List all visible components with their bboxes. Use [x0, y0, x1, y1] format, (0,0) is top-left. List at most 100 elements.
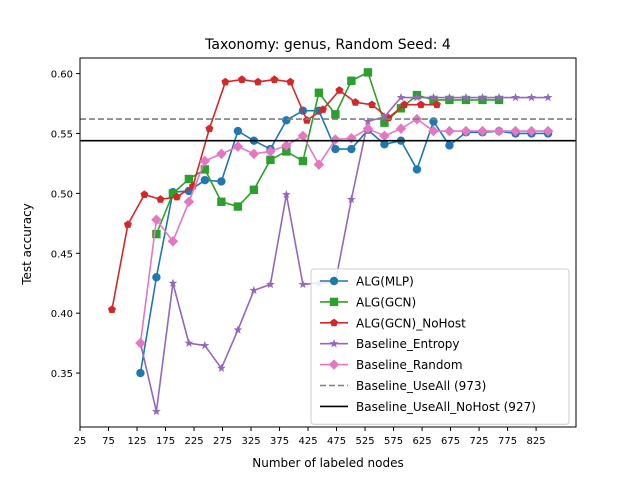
data-point [248, 148, 260, 160]
x-axis-label: Number of labeled nodes [252, 456, 403, 470]
data-point [445, 92, 454, 102]
data-point [351, 98, 360, 106]
data-point [233, 126, 243, 136]
data-point [249, 185, 259, 194]
data-point [152, 406, 161, 416]
data-point [233, 202, 243, 211]
data-point [335, 86, 344, 94]
data-point [216, 148, 227, 160]
data-point [432, 100, 441, 109]
data-point [298, 156, 308, 166]
data-point [151, 214, 162, 225]
data-point [379, 130, 390, 142]
data-point [380, 140, 389, 149]
legend-label: Baseline_UseAll_NoHost (927) [356, 400, 536, 414]
x-tick-label: 675 [441, 436, 460, 447]
legend-label: Baseline_UseAll (973) [356, 379, 486, 393]
legend-marker [328, 359, 340, 370]
series-1 [152, 68, 504, 239]
data-point [445, 95, 454, 105]
x-tick-label: 775 [498, 436, 517, 447]
data-point [429, 95, 438, 105]
data-point [298, 279, 308, 289]
data-point [363, 116, 373, 126]
data-point [527, 92, 536, 102]
data-point [314, 88, 324, 97]
data-point [494, 92, 504, 102]
x-tick-label: 125 [127, 436, 146, 447]
data-point [347, 144, 356, 154]
legend-marker [329, 339, 339, 348]
data-point [200, 165, 210, 174]
y-tick-label: 0.35 [51, 369, 73, 380]
data-point [318, 105, 327, 113]
data-point [461, 92, 471, 102]
data-point [167, 236, 179, 247]
x-tick-label: 225 [184, 436, 203, 447]
x-tick-label: 575 [384, 436, 403, 447]
x-tick-label: 425 [298, 436, 317, 447]
data-point [216, 363, 226, 373]
data-point [140, 190, 149, 198]
data-point [217, 197, 226, 206]
data-point [152, 273, 161, 282]
data-point [313, 159, 325, 170]
data-point [152, 229, 161, 239]
data-point [286, 77, 295, 86]
data-point [253, 77, 262, 86]
data-point [367, 100, 376, 109]
data-point [281, 140, 292, 151]
data-point [380, 112, 389, 121]
data-point [200, 340, 210, 350]
x-tick-label: 475 [327, 436, 346, 447]
data-point [493, 125, 505, 137]
data-point [510, 125, 521, 137]
legend-marker [329, 276, 339, 286]
y-tick-label: 0.40 [51, 309, 73, 320]
data-point [428, 125, 439, 137]
data-point [168, 189, 178, 198]
data-point [511, 92, 520, 102]
data-point [217, 177, 226, 186]
legend-marker [329, 297, 339, 307]
y-axis-label: Test accuracy [20, 203, 34, 286]
data-point [416, 100, 425, 109]
data-point [156, 195, 165, 203]
data-point [297, 130, 309, 142]
data-point [282, 116, 291, 125]
data-point [266, 279, 275, 289]
data-point [444, 125, 455, 137]
x-tick-label: 725 [470, 436, 489, 447]
x-tick-label: 25 [74, 436, 87, 447]
data-point [172, 192, 181, 201]
data-point [412, 165, 422, 174]
legend-label: ALG(MLP) [356, 275, 414, 289]
data-point [270, 75, 279, 83]
data-point [412, 92, 422, 102]
data-point [346, 133, 357, 144]
plot-area [80, 68, 576, 416]
data-point [184, 338, 194, 347]
data-point [135, 337, 146, 349]
data-point [331, 144, 340, 154]
chart-title: Taxonomy: genus, Random Seed: 4 [204, 37, 451, 53]
data-point [543, 92, 553, 102]
data-point [183, 196, 195, 208]
data-point [331, 110, 340, 119]
legend-label: Baseline_Entropy [356, 337, 460, 351]
data-point [395, 123, 407, 134]
data-point [205, 124, 214, 133]
x-tick-label: 325 [241, 436, 260, 447]
data-point [429, 92, 438, 102]
data-point [460, 125, 472, 137]
y-tick-label: 0.50 [51, 189, 73, 200]
x-tick-label: 175 [156, 436, 175, 447]
x-tick-label: 375 [270, 436, 289, 447]
data-point [249, 285, 259, 295]
data-point [221, 77, 230, 86]
data-point [362, 123, 374, 134]
legend-marker [330, 318, 338, 327]
data-point [346, 194, 356, 204]
legend-label: Baseline_Random [356, 358, 463, 372]
y-tick-label: 0.45 [51, 249, 73, 260]
